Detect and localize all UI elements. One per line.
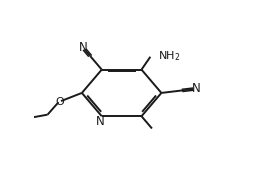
Text: NH$_2$: NH$_2$ <box>158 49 180 63</box>
Text: N: N <box>96 115 105 128</box>
Text: N: N <box>79 41 87 54</box>
Text: N: N <box>192 82 201 95</box>
Text: O: O <box>55 97 64 107</box>
